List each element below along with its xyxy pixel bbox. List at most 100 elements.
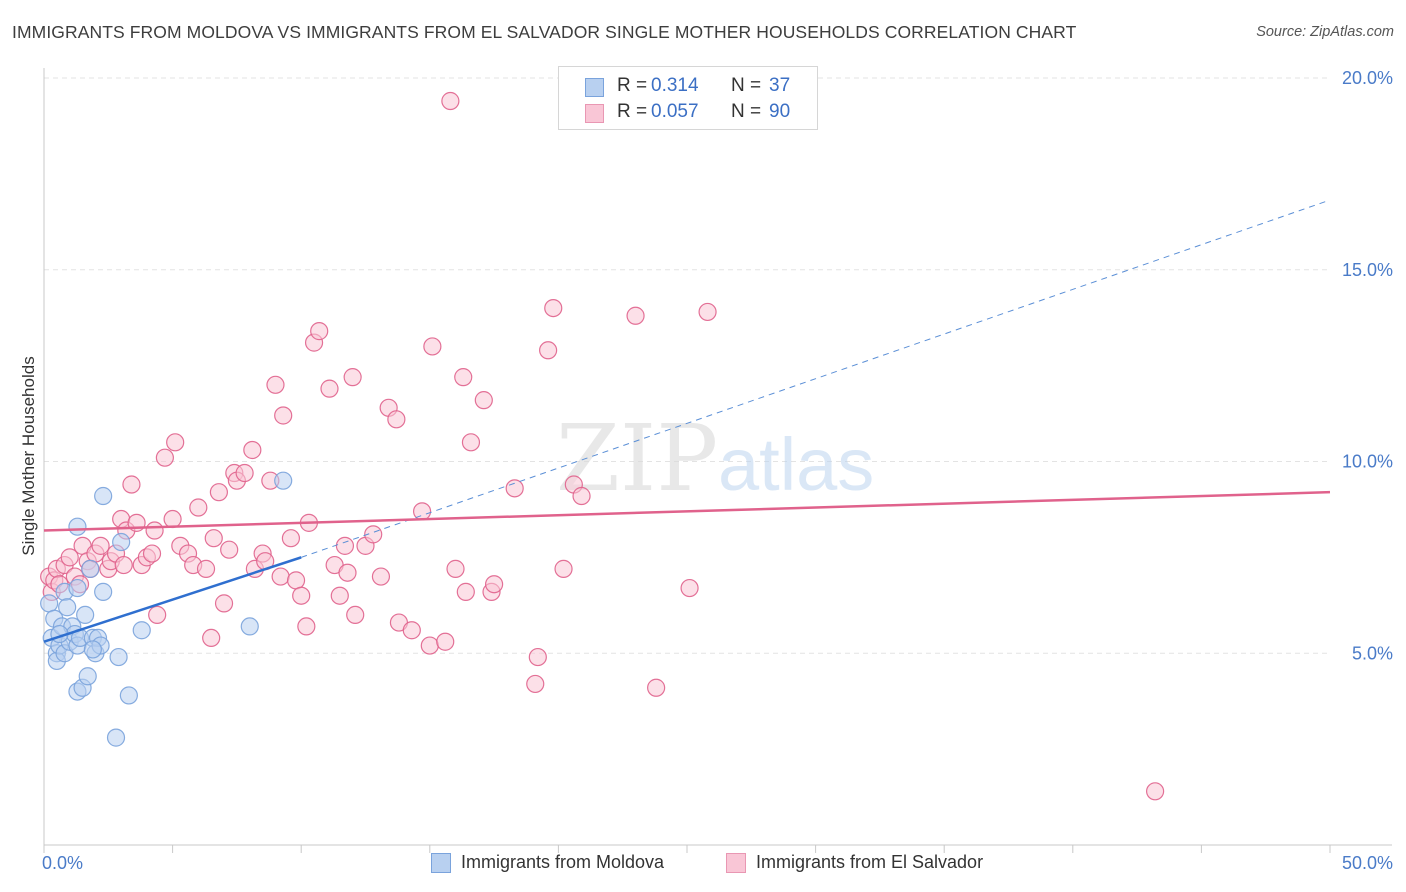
gridlines: [44, 77, 1330, 654]
legend-stats: R = 0.314 N = 37 R = 0.057 N = 90: [558, 66, 818, 130]
data-point-moldova: [109, 647, 128, 667]
data-point-el-salvador: [436, 632, 455, 651]
data-point-moldova: [94, 486, 113, 506]
legend-swatch-el-salvador: [585, 104, 604, 123]
data-point-el-salvador: [114, 555, 133, 575]
y-axis-label: Single Mother Households: [19, 356, 38, 555]
trend-line-moldova: [43, 556, 302, 643]
data-point-moldova: [78, 667, 97, 686]
data-point-el-salvador: [310, 322, 329, 341]
data-point-el-salvador: [441, 91, 460, 111]
data-point-moldova: [81, 559, 100, 578]
axes: [43, 68, 1392, 853]
watermark: ZIP atlas: [556, 405, 874, 512]
data-point-moldova: [76, 605, 95, 625]
data-point-el-salvador: [554, 559, 573, 578]
data-point-el-salvador: [292, 586, 311, 605]
r-value-el-salvador: 0.057: [651, 101, 699, 122]
data-point-el-salvador: [420, 636, 439, 655]
data-point-el-salvador: [330, 586, 349, 605]
data-point-el-salvador: [286, 571, 306, 590]
data-point-el-salvador: [209, 483, 228, 502]
data-point-moldova: [94, 582, 113, 601]
data-point-el-salvador: [485, 575, 504, 594]
n-value-el-salvador: 90: [769, 101, 791, 122]
data-point-el-salvador: [526, 674, 545, 694]
data-point-el-salvador: [626, 306, 645, 325]
data-point-el-salvador: [423, 337, 442, 356]
data-point-el-salvador: [204, 529, 223, 548]
data-point-el-salvador: [446, 559, 465, 578]
data-point-el-salvador: [189, 498, 208, 517]
data-point-moldova: [58, 598, 77, 617]
data-point-el-salvador: [1146, 782, 1165, 801]
data-point-el-salvador: [539, 341, 558, 360]
data-point-el-salvador: [166, 433, 185, 452]
data-point-moldova: [132, 621, 151, 640]
data-point-el-salvador: [387, 410, 406, 429]
data-point-el-salvador: [274, 406, 293, 425]
data-point-el-salvador: [698, 302, 717, 322]
data-point-el-salvador: [297, 617, 316, 636]
n-label: N =: [731, 75, 762, 96]
y-tick-label: 20.0%: [1342, 68, 1393, 88]
chart-title: IMMIGRANTS FROM MOLDOVA VS IMMIGRANTS FR…: [12, 22, 1077, 42]
n-value-moldova: 37: [769, 75, 791, 96]
data-point-el-salvador: [155, 448, 174, 467]
data-point-el-salvador: [122, 475, 141, 494]
data-point-moldova: [68, 578, 87, 598]
n-label: N =: [731, 101, 762, 122]
data-point-el-salvador: [528, 647, 547, 667]
source-label: Source: ZipAtlas.com: [1256, 24, 1394, 40]
y-tick-label: 10.0%: [1342, 452, 1393, 472]
data-point-moldova: [83, 640, 102, 659]
watermark-atlas: atlas: [718, 423, 874, 506]
data-point-el-salvador: [163, 509, 182, 529]
data-point-el-salvador: [343, 368, 362, 387]
trend-lines: [43, 200, 1331, 643]
data-point-el-salvador: [338, 563, 357, 582]
data-point-el-salvador: [196, 559, 216, 578]
data-point-el-salvador: [647, 678, 666, 697]
legend-swatch-moldova: [431, 853, 451, 873]
r-label: R =: [617, 75, 648, 96]
data-point-moldova: [119, 686, 138, 705]
data-point-el-salvador: [320, 379, 339, 398]
legend-swatch-el-salvador: [726, 853, 746, 873]
data-point-el-salvador: [461, 433, 481, 452]
tick-labels: 5.0% 10.0% 15.0% 20.0% 0.0% 50.0%: [42, 68, 1393, 873]
data-point-el-salvador: [454, 368, 473, 387]
data-point-el-salvador: [142, 544, 162, 563]
series-el-salvador: [40, 91, 1165, 801]
data-point-el-salvador: [402, 621, 421, 640]
data-point-el-salvador: [243, 440, 262, 460]
trend-line-el-salvador: [43, 490, 1331, 532]
legend-label-moldova: Immigrants from Moldova: [461, 852, 665, 872]
data-point-el-salvador: [220, 540, 239, 559]
data-point-el-salvador: [202, 628, 221, 648]
data-point-el-salvador: [145, 521, 164, 540]
data-point-el-salvador: [235, 463, 254, 483]
data-point-moldova: [40, 594, 59, 613]
data-point-el-salvador: [680, 578, 699, 598]
series-moldova: [40, 471, 293, 747]
trend-line-moldova-extension: [301, 200, 1329, 558]
data-point-el-salvador: [505, 479, 524, 498]
x-tick-label: 0.0%: [42, 853, 83, 873]
data-point-el-salvador: [91, 536, 110, 555]
data-point-el-salvador: [572, 486, 591, 506]
data-point-el-salvador: [346, 605, 365, 625]
data-point-moldova: [106, 728, 126, 747]
legend-label-el-salvador: Immigrants from El Salvador: [756, 852, 984, 872]
data-point-el-salvador: [544, 299, 563, 318]
legend-swatch-moldova: [585, 78, 604, 97]
data-point-el-salvador: [281, 529, 301, 548]
data-point-moldova: [68, 517, 87, 536]
r-label: R =: [617, 101, 648, 122]
data-point-el-salvador: [456, 582, 475, 601]
data-point-el-salvador: [60, 548, 79, 567]
data-point-el-salvador: [271, 567, 290, 586]
data-point-el-salvador: [364, 525, 383, 544]
y-tick-label: 15.0%: [1342, 260, 1393, 280]
